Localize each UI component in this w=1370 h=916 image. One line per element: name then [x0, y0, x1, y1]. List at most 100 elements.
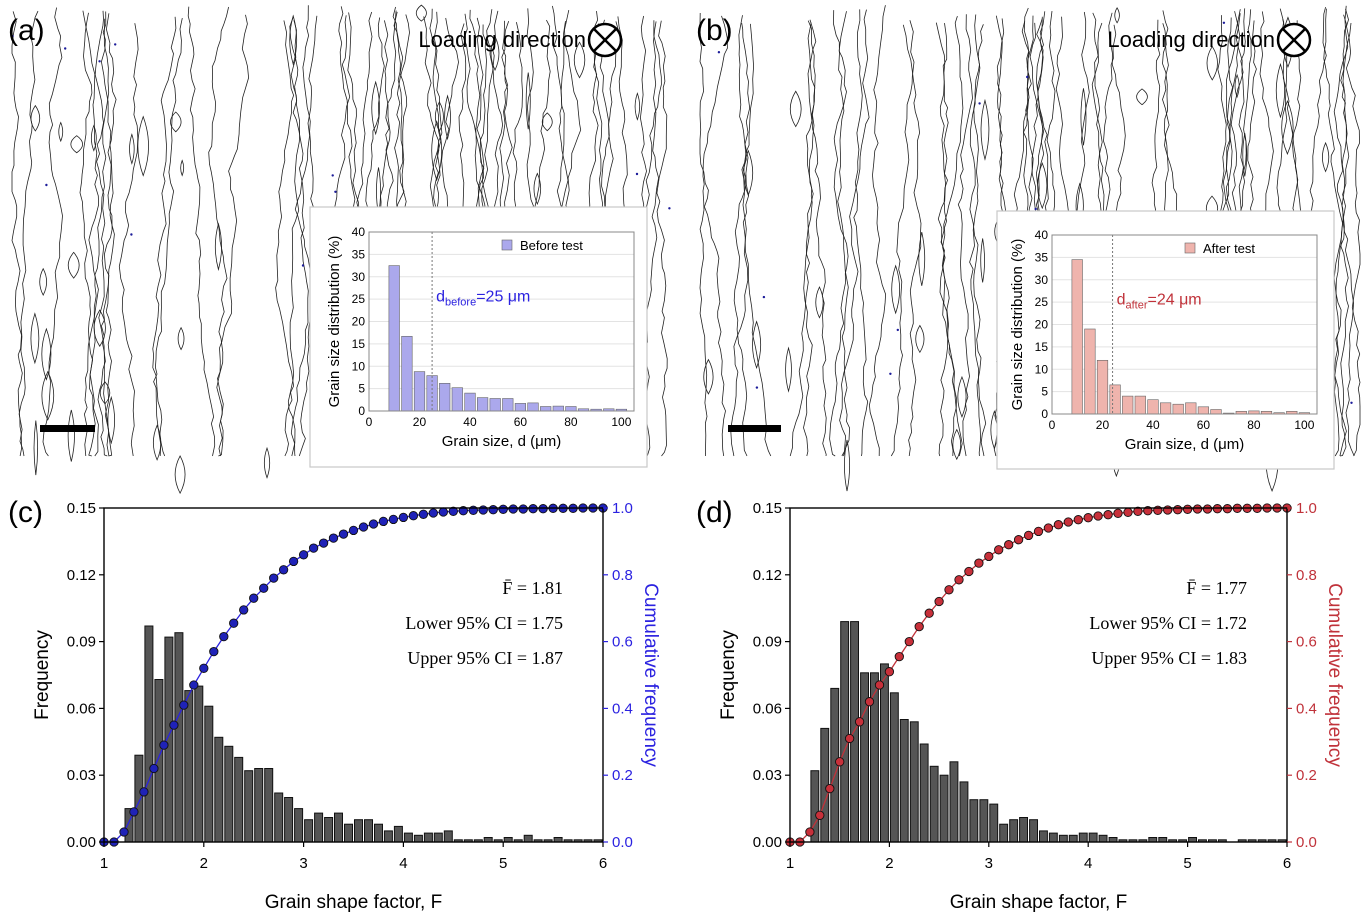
grain-outline	[789, 90, 802, 128]
cumulative-point	[119, 827, 129, 837]
cumulative-point	[368, 519, 379, 529]
grain-outline	[743, 149, 754, 197]
phase-dot	[635, 172, 639, 176]
grain-boundary	[969, 24, 987, 457]
bar	[1088, 832, 1098, 843]
grain-outline	[99, 381, 111, 405]
grain-outline	[844, 439, 851, 492]
cumulative-point	[448, 506, 458, 516]
bar	[451, 387, 463, 412]
bar	[1071, 259, 1083, 415]
x-tick-label: 20	[413, 415, 427, 429]
bar	[1084, 328, 1096, 415]
grain-outline	[177, 326, 185, 351]
cumulative-point	[398, 512, 409, 523]
bar	[1068, 834, 1078, 843]
grain-boundary	[94, 10, 108, 457]
bar	[154, 679, 164, 843]
bar	[959, 781, 969, 843]
y-axis-label: Frequency	[718, 630, 739, 720]
loading-direction-b: Loading direction	[1107, 27, 1275, 52]
grain-outline	[39, 267, 48, 296]
bar	[939, 774, 949, 843]
x-tick-label: 6	[599, 855, 607, 872]
bar	[552, 405, 564, 412]
cumulative-point	[508, 504, 518, 514]
bar	[144, 625, 154, 843]
phase-dot	[63, 47, 67, 50]
bar	[403, 832, 413, 843]
x-tick-label: 80	[564, 415, 578, 429]
inset-frame	[309, 206, 648, 468]
grain-outline	[289, 14, 298, 66]
x-tick-label: 20	[1096, 418, 1110, 432]
grain-boundary	[833, 10, 851, 457]
grain-boundary	[217, 14, 250, 457]
grain-outline	[415, 4, 427, 22]
bar	[433, 832, 443, 843]
bar	[840, 621, 850, 843]
phase-dot	[130, 233, 133, 236]
grain-outline	[444, 94, 451, 141]
stats-text: Upper 95% CI = 1.83	[1091, 648, 1247, 668]
y2-tick-label: 0.4	[1296, 700, 1317, 717]
bar	[527, 402, 539, 412]
cumulative-point	[488, 505, 498, 515]
x-tick-label: 6	[1283, 855, 1291, 872]
grain-boundary	[208, 6, 229, 457]
plot-frame	[103, 507, 604, 843]
bar	[1078, 832, 1088, 843]
bar	[989, 803, 999, 843]
bar	[523, 834, 533, 843]
x-tick-label: 100	[1294, 418, 1314, 432]
bar	[388, 265, 400, 412]
bar	[502, 398, 514, 412]
shape-factor-chart-before: 0.00 0.03 0.06 0.09 0.12 0.15 0.0 0.2 0.4 0.6 0.8 1…	[32, 500, 661, 913]
y-tick-label: 20	[1035, 318, 1049, 332]
grain-boundary	[275, 20, 295, 457]
y2-tick-label: 0.0	[612, 834, 633, 851]
plot-frame	[368, 231, 635, 412]
x-tick-label: 80	[1247, 418, 1261, 432]
grain-boundary	[152, 16, 177, 457]
y-tick-label: 0.06	[67, 700, 96, 717]
grain-outline	[67, 251, 80, 279]
bar	[354, 819, 363, 843]
grain-boundary	[741, 23, 772, 457]
phase-dot	[98, 60, 101, 63]
y-axis-label: Frequency	[32, 630, 53, 720]
grain-outline	[1234, 73, 1240, 99]
x-tick-label: 40	[1146, 418, 1160, 432]
cumulative-point	[229, 618, 239, 628]
bar	[344, 823, 353, 843]
bar	[476, 397, 489, 412]
x-tick-label: 4	[399, 855, 407, 872]
cumulative-point	[1163, 505, 1173, 515]
y-tick-label: 0	[1041, 407, 1048, 421]
y-tick-label: 0.03	[67, 767, 96, 784]
grain-outline	[33, 420, 39, 476]
bar	[174, 632, 184, 843]
grain-outline	[1114, 7, 1120, 24]
bar	[1172, 403, 1184, 415]
bar	[1096, 359, 1109, 415]
bar	[1048, 832, 1058, 843]
cumulative-point	[864, 697, 875, 707]
cumulative-point	[408, 511, 419, 521]
bar	[383, 830, 393, 843]
y-axis-label: Grain size distribution (%)	[326, 236, 343, 408]
bar	[565, 406, 577, 412]
grain-outline	[1321, 141, 1330, 173]
bar	[464, 392, 476, 412]
bar	[364, 819, 373, 843]
phase-dot	[1222, 21, 1226, 24]
cumulative-point	[1013, 535, 1024, 545]
bar	[1098, 834, 1108, 843]
cumulative-point	[924, 608, 934, 618]
cumulative-point	[298, 550, 309, 560]
y-tick-label: 0.09	[67, 634, 96, 651]
y2-tick-label: 0.0	[1296, 834, 1317, 851]
y-tick-label: 35	[1035, 250, 1049, 264]
grain-boundary	[839, 9, 870, 457]
